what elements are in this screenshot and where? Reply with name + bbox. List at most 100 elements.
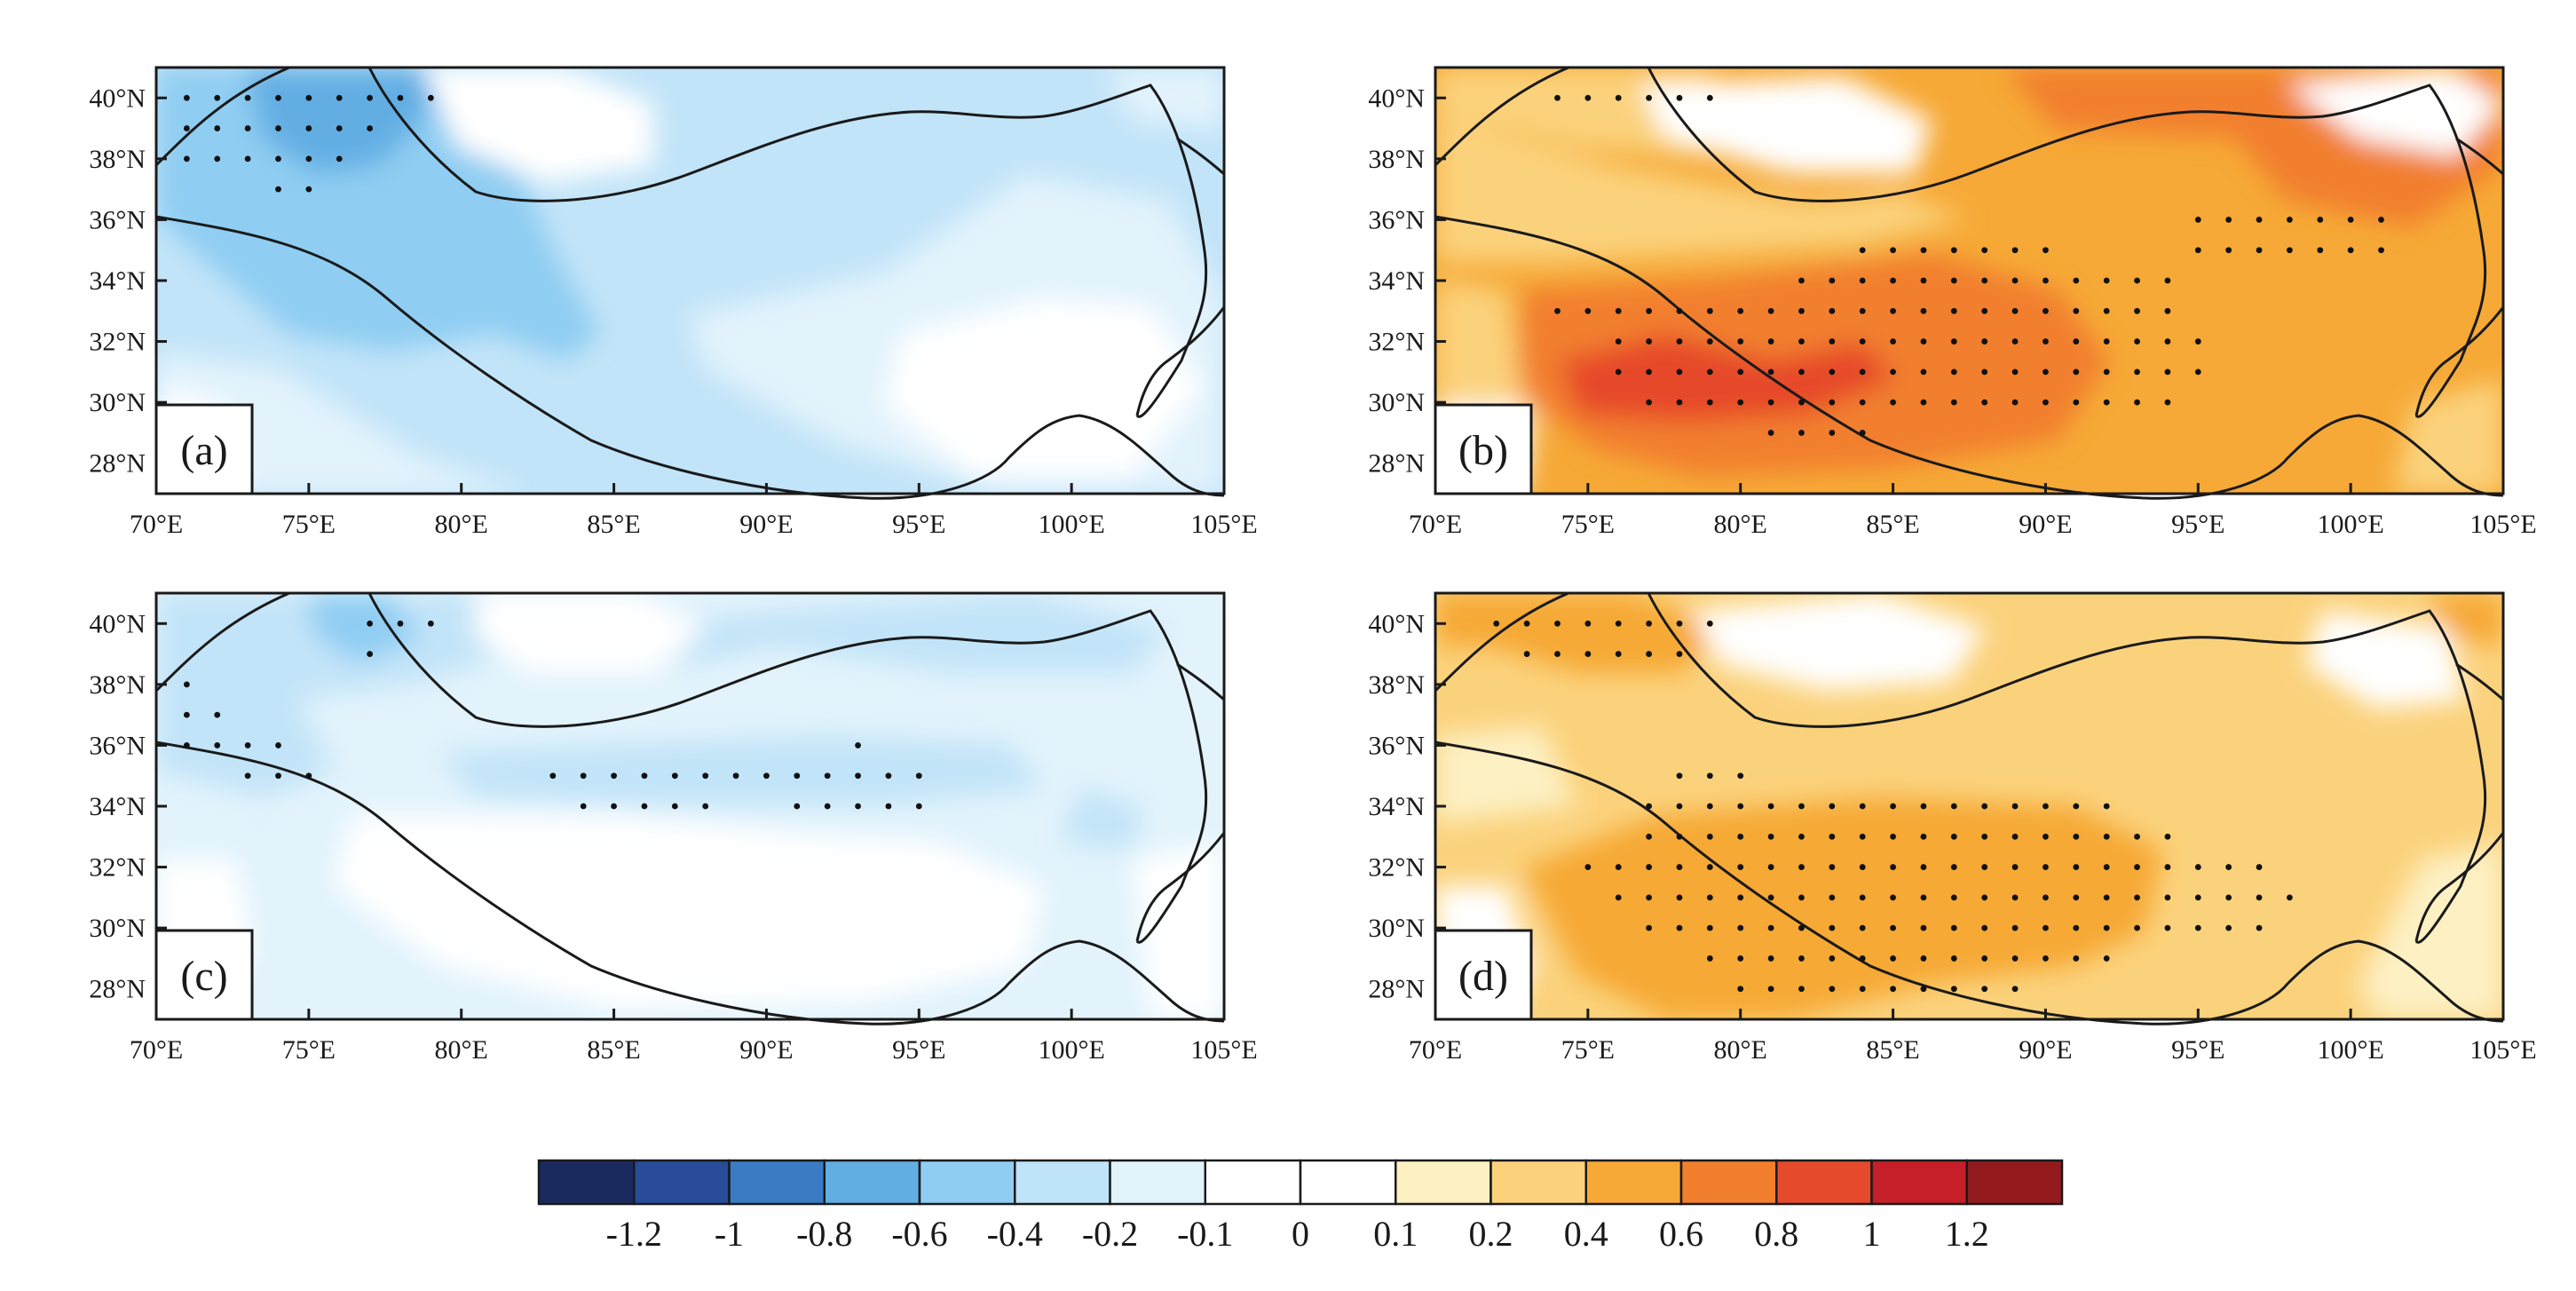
significance-dot bbox=[1890, 955, 1896, 962]
colorbar-label: 0.4 bbox=[1564, 1214, 1608, 1254]
significance-dot bbox=[2043, 399, 2049, 406]
axis-ticks: 70°E 75°E 80°E 85°E 90°E 95°E 100°E 105°E 28°N 30… bbox=[89, 83, 1257, 539]
significance-dot bbox=[1737, 833, 1744, 840]
significance-dot bbox=[183, 711, 190, 718]
significance-dot bbox=[336, 155, 343, 162]
colorbar-swatch bbox=[728, 1159, 826, 1206]
significance-dot bbox=[1798, 986, 1805, 993]
significance-dot bbox=[275, 772, 281, 780]
significance-dot bbox=[1920, 368, 1927, 376]
lat-tick-label: 36°N bbox=[1368, 205, 1425, 234]
significance-dot bbox=[2011, 924, 2019, 931]
lat-tick-label: 34°N bbox=[1368, 266, 1425, 296]
significance-dot bbox=[244, 125, 251, 131]
significance-dot bbox=[2134, 894, 2140, 901]
significance-dot bbox=[1706, 338, 1713, 345]
lat-tick-label: 32°N bbox=[1368, 853, 1425, 883]
significance-dot bbox=[2164, 399, 2171, 406]
significance-dot bbox=[580, 803, 587, 810]
significance-dot bbox=[1646, 833, 1652, 840]
significance-dot bbox=[1676, 651, 1683, 657]
significance-dot bbox=[2164, 894, 2171, 901]
significance-dot bbox=[2011, 338, 2019, 345]
significance-dot bbox=[1798, 894, 1805, 901]
significance-dot bbox=[2073, 833, 2080, 840]
significance-dot bbox=[427, 94, 434, 101]
lat-tick-label: 32°N bbox=[1368, 328, 1425, 357]
colorbar-swatch bbox=[918, 1159, 1016, 1206]
map-fill bbox=[1435, 67, 2503, 494]
significance-dot bbox=[1950, 833, 1957, 840]
significance-dot bbox=[183, 155, 190, 162]
significance-dot bbox=[1706, 772, 1713, 780]
significance-dot bbox=[1676, 620, 1683, 627]
axis-ticks: 70°E 75°E 80°E 85°E 90°E 95°E 100°E 105°E 28°N 30… bbox=[89, 609, 1257, 1065]
significance-dot bbox=[671, 772, 678, 780]
colorbar-label: -1 bbox=[715, 1214, 744, 1254]
significance-dot bbox=[1646, 924, 1652, 931]
significance-dots bbox=[183, 620, 922, 810]
significance-dot bbox=[1920, 924, 1927, 931]
colorbar-swatch bbox=[1204, 1159, 1302, 1206]
significance-dot bbox=[1798, 833, 1805, 840]
significance-dot bbox=[1615, 338, 1622, 345]
significance-dot bbox=[1798, 307, 1805, 314]
significance-dot bbox=[1584, 307, 1592, 314]
significance-dot bbox=[1890, 803, 1896, 810]
significance-dot bbox=[2194, 247, 2201, 254]
significance-dot bbox=[1859, 430, 1866, 436]
significance-dot bbox=[1920, 986, 1927, 993]
significance-dot bbox=[2043, 803, 2049, 810]
significance-dot bbox=[367, 620, 373, 627]
significance-dot bbox=[1706, 864, 1713, 870]
significance-dot bbox=[2103, 307, 2110, 314]
significance-dot bbox=[397, 620, 404, 627]
significance-dot bbox=[1950, 399, 1957, 406]
significance-dot bbox=[2164, 833, 2171, 840]
significance-dot bbox=[2103, 924, 2110, 931]
significance-dot bbox=[1737, 307, 1744, 314]
significance-dot bbox=[1950, 864, 1957, 870]
significance-dot bbox=[611, 772, 617, 780]
significance-dot bbox=[1706, 307, 1713, 314]
lat-tick-label: 28°N bbox=[89, 449, 146, 479]
significance-dot bbox=[275, 155, 281, 162]
significance-dot bbox=[1676, 864, 1683, 870]
significance-dots bbox=[1554, 94, 2384, 436]
significance-dot bbox=[214, 125, 221, 131]
lat-tick-label: 28°N bbox=[1368, 449, 1425, 479]
map-fill bbox=[1435, 593, 2503, 1019]
region-boundary-outline bbox=[154, 591, 1226, 1026]
colorbar-label: 0.1 bbox=[1373, 1214, 1418, 1254]
region-boundary-outline bbox=[1434, 66, 2505, 500]
significance-dot bbox=[1767, 368, 1774, 376]
significance-dot bbox=[1859, 307, 1866, 314]
significance-dot bbox=[2011, 247, 2019, 254]
significance-dot bbox=[915, 772, 922, 780]
significance-dot bbox=[1646, 94, 1652, 101]
lon-tick-label: 80°E bbox=[1714, 1035, 1767, 1065]
significance-dot bbox=[1981, 864, 1988, 870]
significance-dot bbox=[1950, 986, 1957, 993]
colorbar-swatches bbox=[537, 1159, 2064, 1206]
colorbar-swatch bbox=[537, 1159, 636, 1206]
significance-dot bbox=[1706, 620, 1713, 627]
significance-dot bbox=[305, 155, 312, 162]
significance-dot bbox=[1646, 651, 1652, 657]
significance-dot bbox=[763, 772, 770, 780]
significance-dot bbox=[1981, 399, 1988, 406]
significance-dot bbox=[1798, 368, 1805, 376]
significance-dot bbox=[2011, 894, 2019, 901]
significance-dot bbox=[1767, 307, 1774, 314]
significance-dot bbox=[1706, 955, 1713, 962]
significance-dot bbox=[1737, 368, 1744, 376]
significance-dot bbox=[2225, 217, 2232, 223]
significance-dot bbox=[183, 125, 190, 131]
significance-dot bbox=[214, 711, 221, 718]
lat-tick-label: 40°N bbox=[89, 83, 146, 113]
significance-dot bbox=[1615, 620, 1622, 627]
significance-dot bbox=[2073, 338, 2080, 345]
significance-dot bbox=[1798, 399, 1805, 406]
significance-dot bbox=[2134, 864, 2140, 870]
colorbar-label: -0.8 bbox=[796, 1214, 852, 1254]
